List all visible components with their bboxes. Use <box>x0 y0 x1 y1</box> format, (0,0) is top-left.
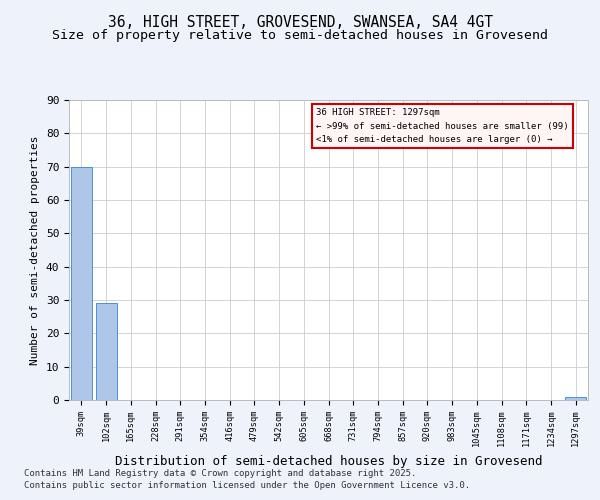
Text: 36 HIGH STREET: 1297sqm
← >99% of semi-detached houses are smaller (99)
<1% of s: 36 HIGH STREET: 1297sqm ← >99% of semi-d… <box>316 108 569 144</box>
Text: Contains HM Land Registry data © Crown copyright and database right 2025.: Contains HM Land Registry data © Crown c… <box>24 470 416 478</box>
Bar <box>71 166 92 400</box>
X-axis label: Distribution of semi-detached houses by size in Grovesend: Distribution of semi-detached houses by … <box>115 455 542 468</box>
Bar <box>95 304 116 400</box>
Text: Size of property relative to semi-detached houses in Grovesend: Size of property relative to semi-detach… <box>52 28 548 42</box>
Y-axis label: Number of semi-detached properties: Number of semi-detached properties <box>30 135 40 365</box>
Text: 36, HIGH STREET, GROVESEND, SWANSEA, SA4 4GT: 36, HIGH STREET, GROVESEND, SWANSEA, SA4… <box>107 15 493 30</box>
Bar <box>565 396 586 400</box>
Text: Contains public sector information licensed under the Open Government Licence v3: Contains public sector information licen… <box>24 480 470 490</box>
